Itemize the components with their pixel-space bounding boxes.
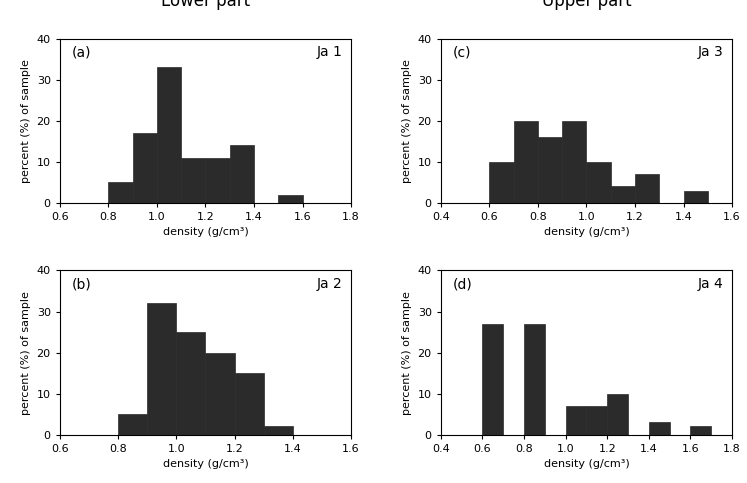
X-axis label: density (g/cm³): density (g/cm³) [544,459,629,469]
Bar [264,426,293,435]
Bar [176,332,205,435]
Y-axis label: percent (%) of sample: percent (%) of sample [402,59,412,183]
Bar [538,137,562,203]
Bar [524,324,545,435]
Text: Upper part: Upper part [542,0,631,10]
Bar [649,422,669,435]
X-axis label: density (g/cm³): density (g/cm³) [163,227,248,238]
Bar [611,186,635,203]
Text: (c): (c) [453,45,471,59]
Bar [690,426,711,435]
Text: Ja 1: Ja 1 [317,45,342,59]
Bar [684,190,708,203]
Bar [108,182,133,203]
X-axis label: density (g/cm³): density (g/cm³) [544,227,629,238]
Bar [483,324,503,435]
Bar [205,353,235,435]
Bar [514,121,538,203]
Bar [205,157,230,203]
Text: (b): (b) [72,277,91,291]
Bar [586,162,611,203]
Text: (d): (d) [453,277,472,291]
Bar [133,133,157,203]
Text: Ja 2: Ja 2 [317,277,342,291]
Bar [279,195,303,203]
Bar [635,174,660,203]
Bar [586,406,607,435]
Y-axis label: percent (%) of sample: percent (%) of sample [21,59,31,183]
Bar [235,373,264,435]
Bar [147,303,176,435]
Bar [562,121,586,203]
Text: Ja 3: Ja 3 [698,45,723,59]
Bar [565,406,586,435]
Text: (a): (a) [72,45,91,59]
Bar [157,67,182,203]
Bar [489,162,514,203]
Bar [118,414,147,435]
X-axis label: density (g/cm³): density (g/cm³) [163,459,248,469]
Bar [181,157,205,203]
Text: Lower part: Lower part [161,0,250,10]
Y-axis label: percent (%) of sample: percent (%) of sample [21,291,31,414]
Text: Ja 4: Ja 4 [698,277,723,291]
Bar [607,394,628,435]
Y-axis label: percent (%) of sample: percent (%) of sample [402,291,412,414]
Bar [230,145,254,203]
